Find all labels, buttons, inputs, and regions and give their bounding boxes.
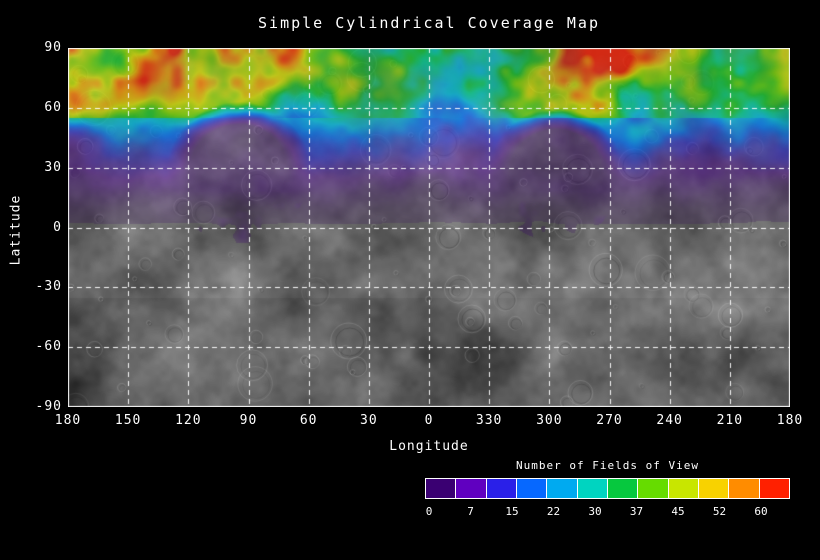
colorbar-segment <box>607 479 638 498</box>
colorbar-segment <box>668 479 698 498</box>
colorbar-tick-label: 30 <box>588 505 602 518</box>
colorbar-tick-label: 15 <box>505 505 519 518</box>
colorbar-segment <box>456 479 486 498</box>
colorbar-segment <box>698 479 729 498</box>
colorbar-tick-label: 45 <box>671 505 685 518</box>
colorbar-tick-label: 60 <box>754 505 768 518</box>
colorbar-tick-label: 52 <box>712 505 727 518</box>
coverage-map <box>68 48 790 407</box>
colorbar-tick-label: 22 <box>546 505 561 518</box>
colorbar-segment <box>426 479 456 498</box>
x-tick-label: 180 <box>776 413 804 428</box>
x-axis-label: Longitude <box>389 439 469 454</box>
colorbar-segment <box>638 479 668 498</box>
x-tick-label: 150 <box>114 413 142 428</box>
colorbar-segment <box>729 479 759 498</box>
colorbar-segment <box>486 479 516 498</box>
x-tick-label: 0 <box>424 413 434 428</box>
x-tick-label: 240 <box>656 413 683 428</box>
x-tick-label: 30 <box>360 413 378 428</box>
y-tick-label: -30 <box>35 279 62 295</box>
x-tick-label: 210 <box>716 413 744 428</box>
colorbar-tick-label: 37 <box>629 505 644 518</box>
y-tick-label: 30 <box>44 159 62 175</box>
x-tick-label: 90 <box>239 413 258 428</box>
x-tick-label: 300 <box>536 413 563 428</box>
colorbar-segment <box>759 479 789 498</box>
y-tick-label: 0 <box>53 219 62 235</box>
y-tick-label: 90 <box>44 40 62 55</box>
x-tick-label: 330 <box>475 413 503 428</box>
colorbar-segment <box>547 479 577 498</box>
colorbar-segment <box>577 479 607 498</box>
chart-title: Simple Cylindrical Coverage Map <box>258 14 600 32</box>
y-tick-label: -60 <box>35 339 62 355</box>
colorbar <box>425 478 790 499</box>
x-tick-label: 180 <box>54 413 82 428</box>
x-tick-label: 60 <box>299 413 318 428</box>
colorbar-title: Number of Fields of View <box>516 459 699 472</box>
y-tick-label: -90 <box>35 399 62 414</box>
colorbar-segment <box>516 479 547 498</box>
colorbar-tick-label: 7 <box>467 505 474 518</box>
colorbar-tick-label: 0 <box>425 505 433 518</box>
x-tick-label: 120 <box>175 413 202 428</box>
x-tick-label: 270 <box>596 413 623 428</box>
y-tick-label: 60 <box>44 99 62 115</box>
